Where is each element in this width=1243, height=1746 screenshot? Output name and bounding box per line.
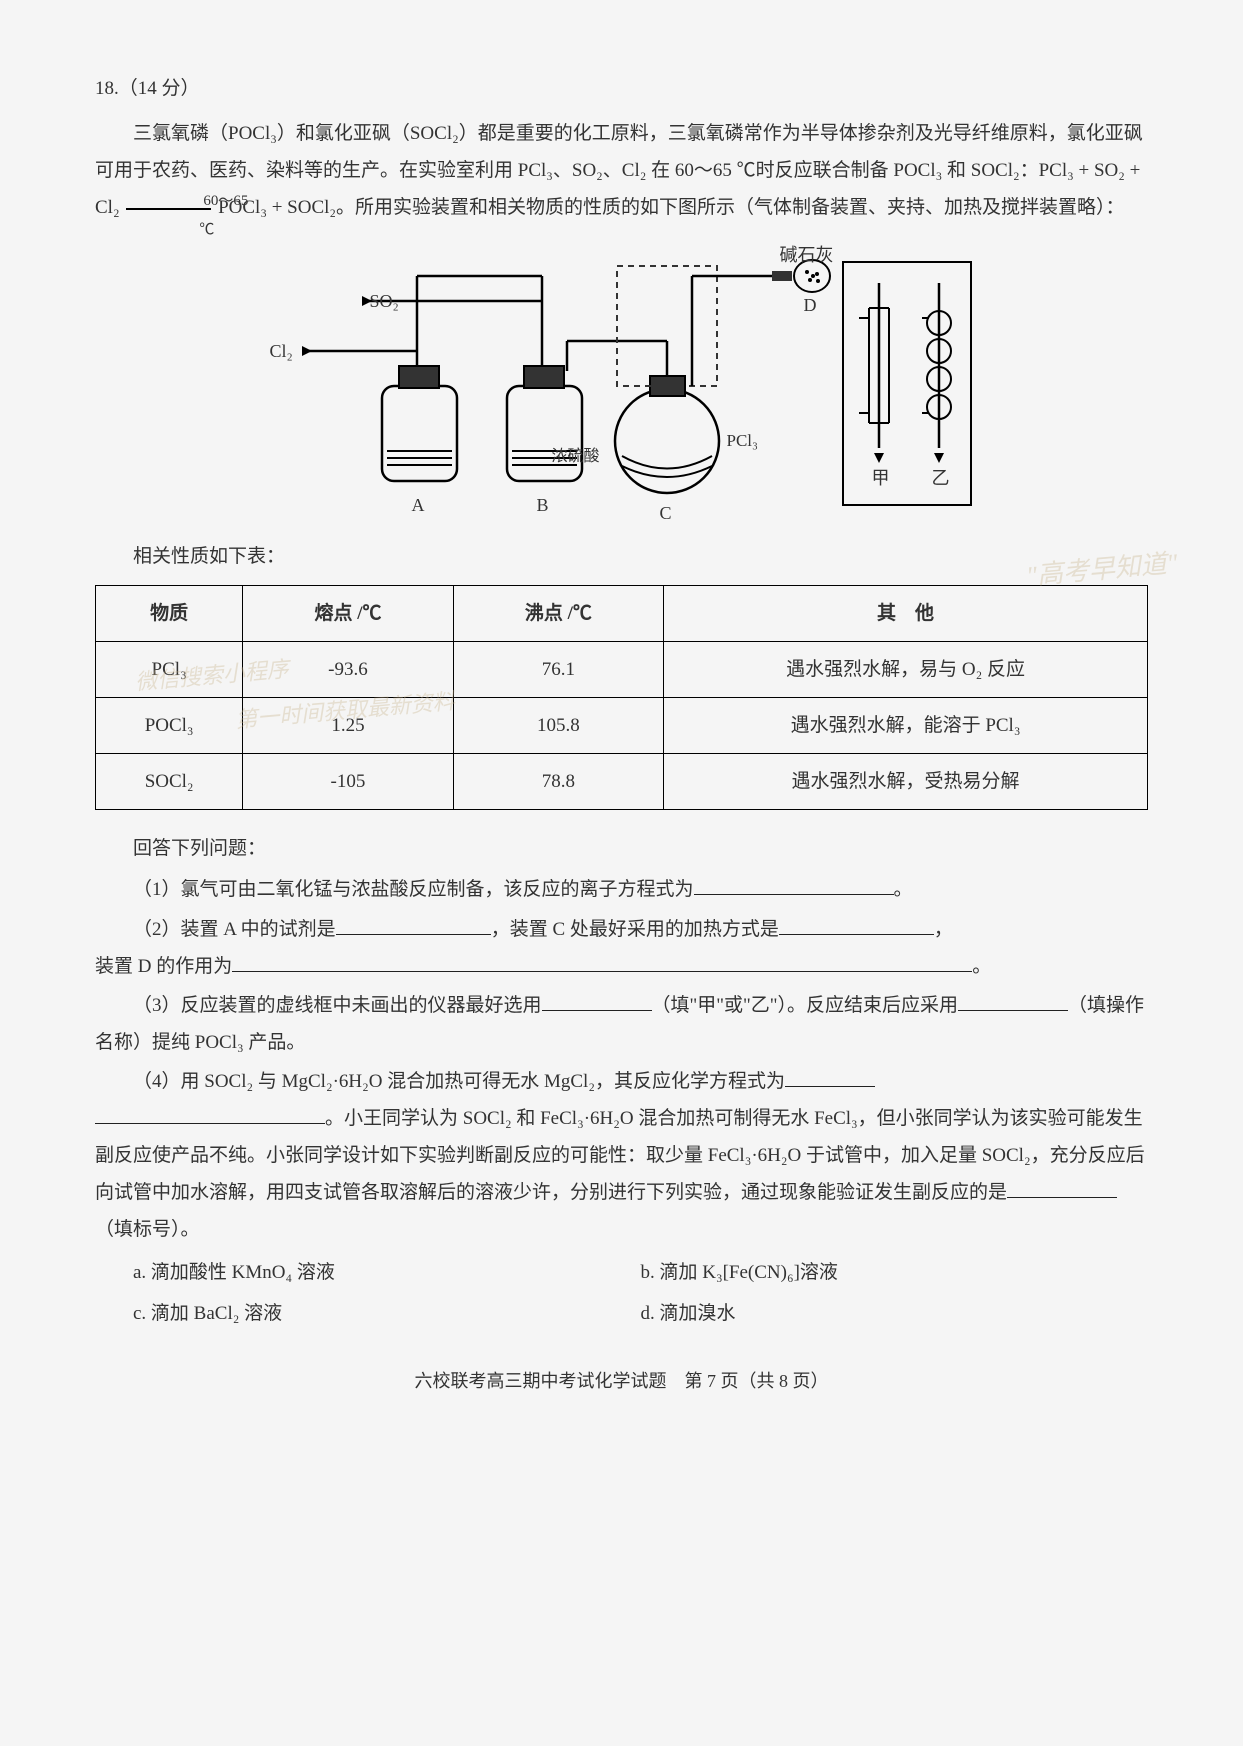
label-D: D: [804, 288, 817, 323]
eq-condition: 60～65 ℃: [164, 187, 249, 246]
th-substance: 物质: [96, 586, 243, 642]
th-melting-point: 熔点 /℃: [243, 586, 453, 642]
cell-mp: 1.25: [243, 698, 453, 754]
blank-q1[interactable]: [694, 894, 894, 895]
question-2-cont: 装置 D 的作用为 。: [95, 948, 1148, 985]
q1-end: 。: [894, 879, 913, 900]
cell-bp: 76.1: [453, 642, 663, 698]
blank-q3b[interactable]: [958, 1010, 1068, 1011]
question-2: （2）装置 A 中的试剂是 ，装置 C 处最好采用的加热方式是 ，: [95, 911, 1148, 948]
th-other: 其 他: [664, 586, 1148, 642]
th-boiling-point: 沸点 /℃: [453, 586, 663, 642]
options-container: a. 滴加酸性 KMnO₄ 溶液 b. 滴加 K₃[Fe(CN)₆]溶液 c. …: [95, 1252, 1148, 1334]
questions-intro: 回答下列问题：: [95, 830, 1148, 867]
q2d-text: 装置 D 的作用为: [95, 956, 232, 977]
table-caption: 相关性质如下表：: [95, 538, 1148, 575]
blank-q3a[interactable]: [542, 1010, 652, 1011]
properties-table: 物质 熔点 /℃ 沸点 /℃ 其 他 PCl₃ -93.6 76.1 遇水强烈水…: [95, 585, 1148, 810]
label-C: C: [660, 496, 672, 531]
table-wrapper: "高考早知道" 微信搜索小程序 第一时间获取最新资料 物质 熔点 /℃ 沸点 /…: [95, 585, 1148, 810]
label-B: B: [537, 488, 549, 523]
q3a-text: （3）反应装置的虚线框中未画出的仪器最好选用: [133, 995, 542, 1016]
label-d-text: 碱石灰: [780, 238, 834, 273]
condenser-svg: [844, 263, 974, 508]
apparatus-diagram: 甲 乙 Cl₂ SO₂ 浓硫酸 PCl₃ 碱石灰 D A B C: [272, 246, 972, 526]
table-row: POCl₃ 1.25 105.8 遇水强烈水解，能溶于 PCl₃: [96, 698, 1148, 754]
table-row: PCl₃ -93.6 76.1 遇水强烈水解，易与 O₂ 反应: [96, 642, 1148, 698]
label-cl2: Cl₂: [270, 334, 293, 369]
option-c: c. 滴加 BaCl₂ 溶液: [133, 1293, 641, 1334]
blank-q4a[interactable]: [785, 1086, 875, 1087]
q2a-text: （2）装置 A 中的试剂是: [133, 919, 336, 940]
cell-substance: POCl₃: [96, 698, 243, 754]
q2b-text: ，装置 C 处最好采用的加热方式是: [491, 919, 779, 940]
blank-q4c[interactable]: [1007, 1197, 1117, 1198]
para1-tail: POCl₃ + SOCl₂。所用实验装置和相关物质的性质的如下图所示（气体制备装…: [218, 197, 1124, 218]
label-pcl3: PCl₃: [727, 424, 758, 457]
q2c-text: ，: [934, 919, 953, 940]
label-so2: SO₂: [370, 284, 399, 319]
question-number: 18.（14 分）: [95, 70, 1148, 107]
cell-other: 遇水强烈水解，易与 O₂ 反应: [664, 642, 1148, 698]
cell-other: 遇水强烈水解，受热易分解: [664, 754, 1148, 810]
label-A: A: [412, 488, 425, 523]
blank-q4a2[interactable]: [95, 1123, 325, 1124]
q2e-text: 。: [972, 956, 991, 977]
cell-substance: SOCl₂: [96, 754, 243, 810]
cell-mp: -93.6: [243, 642, 453, 698]
label-h2so4: 浓硫酸: [552, 441, 600, 472]
cell-bp: 105.8: [453, 698, 663, 754]
page-footer: 六校联考高三期中考试化学试题 第 7 页（共 8 页）: [95, 1364, 1148, 1399]
cell-substance: PCl₃: [96, 642, 243, 698]
question-3: （3）反应装置的虚线框中未画出的仪器最好选用 （填"甲"或"乙"）。反应结束后应采…: [95, 987, 1148, 1061]
cell-other: 遇水强烈水解，能溶于 PCl₃: [664, 698, 1148, 754]
option-b: b. 滴加 K₃[Fe(CN)₆]溶液: [641, 1252, 1149, 1293]
blank-q2b[interactable]: [779, 934, 934, 935]
q1-text: （1）氯气可由二氧化锰与浓盐酸反应制备，该反应的离子方程式为: [133, 879, 694, 900]
q4c-text: （填标号）。: [95, 1219, 200, 1240]
q3b-text: （填"甲"或"乙"）。反应结束后应采用: [652, 995, 959, 1016]
blank-q2a[interactable]: [336, 934, 491, 935]
reaction-arrow: 60～65 ℃: [126, 208, 211, 210]
condenser-options-box: 甲 乙: [842, 261, 972, 506]
cell-mp: -105: [243, 754, 453, 810]
cell-bp: 78.8: [453, 754, 663, 810]
table-row: SOCl₂ -105 78.8 遇水强烈水解，受热易分解: [96, 754, 1148, 810]
question-1: （1）氯气可由二氧化锰与浓盐酸反应制备，该反应的离子方程式为 。: [95, 871, 1148, 908]
question-4: （4）用 SOCl₂ 与 MgCl₂·6H₂O 混合加热可得无水 MgCl₂，其…: [95, 1063, 1148, 1100]
option-d: d. 滴加溴水: [641, 1293, 1149, 1334]
table-header-row: 物质 熔点 /℃ 沸点 /℃ 其 他: [96, 586, 1148, 642]
label-yi: 乙: [932, 461, 950, 496]
q4a-text: （4）用 SOCl₂ 与 MgCl₂·6H₂O 混合加热可得无水 MgCl₂，其…: [133, 1071, 785, 1092]
blank-q2d[interactable]: [232, 971, 972, 972]
question-text: 三氯氧磷（POCl₃）和氯化亚砜（SOCl₂）都是重要的化工原料，三氯氧磷常作为…: [95, 115, 1148, 226]
option-a: a. 滴加酸性 KMnO₄ 溶液: [133, 1252, 641, 1293]
label-jia: 甲: [872, 461, 890, 496]
question-4-cont: 。小王同学认为 SOCl₂ 和 FeCl₃·6H₂O 混合加热可制得无水 FeC…: [95, 1100, 1148, 1248]
